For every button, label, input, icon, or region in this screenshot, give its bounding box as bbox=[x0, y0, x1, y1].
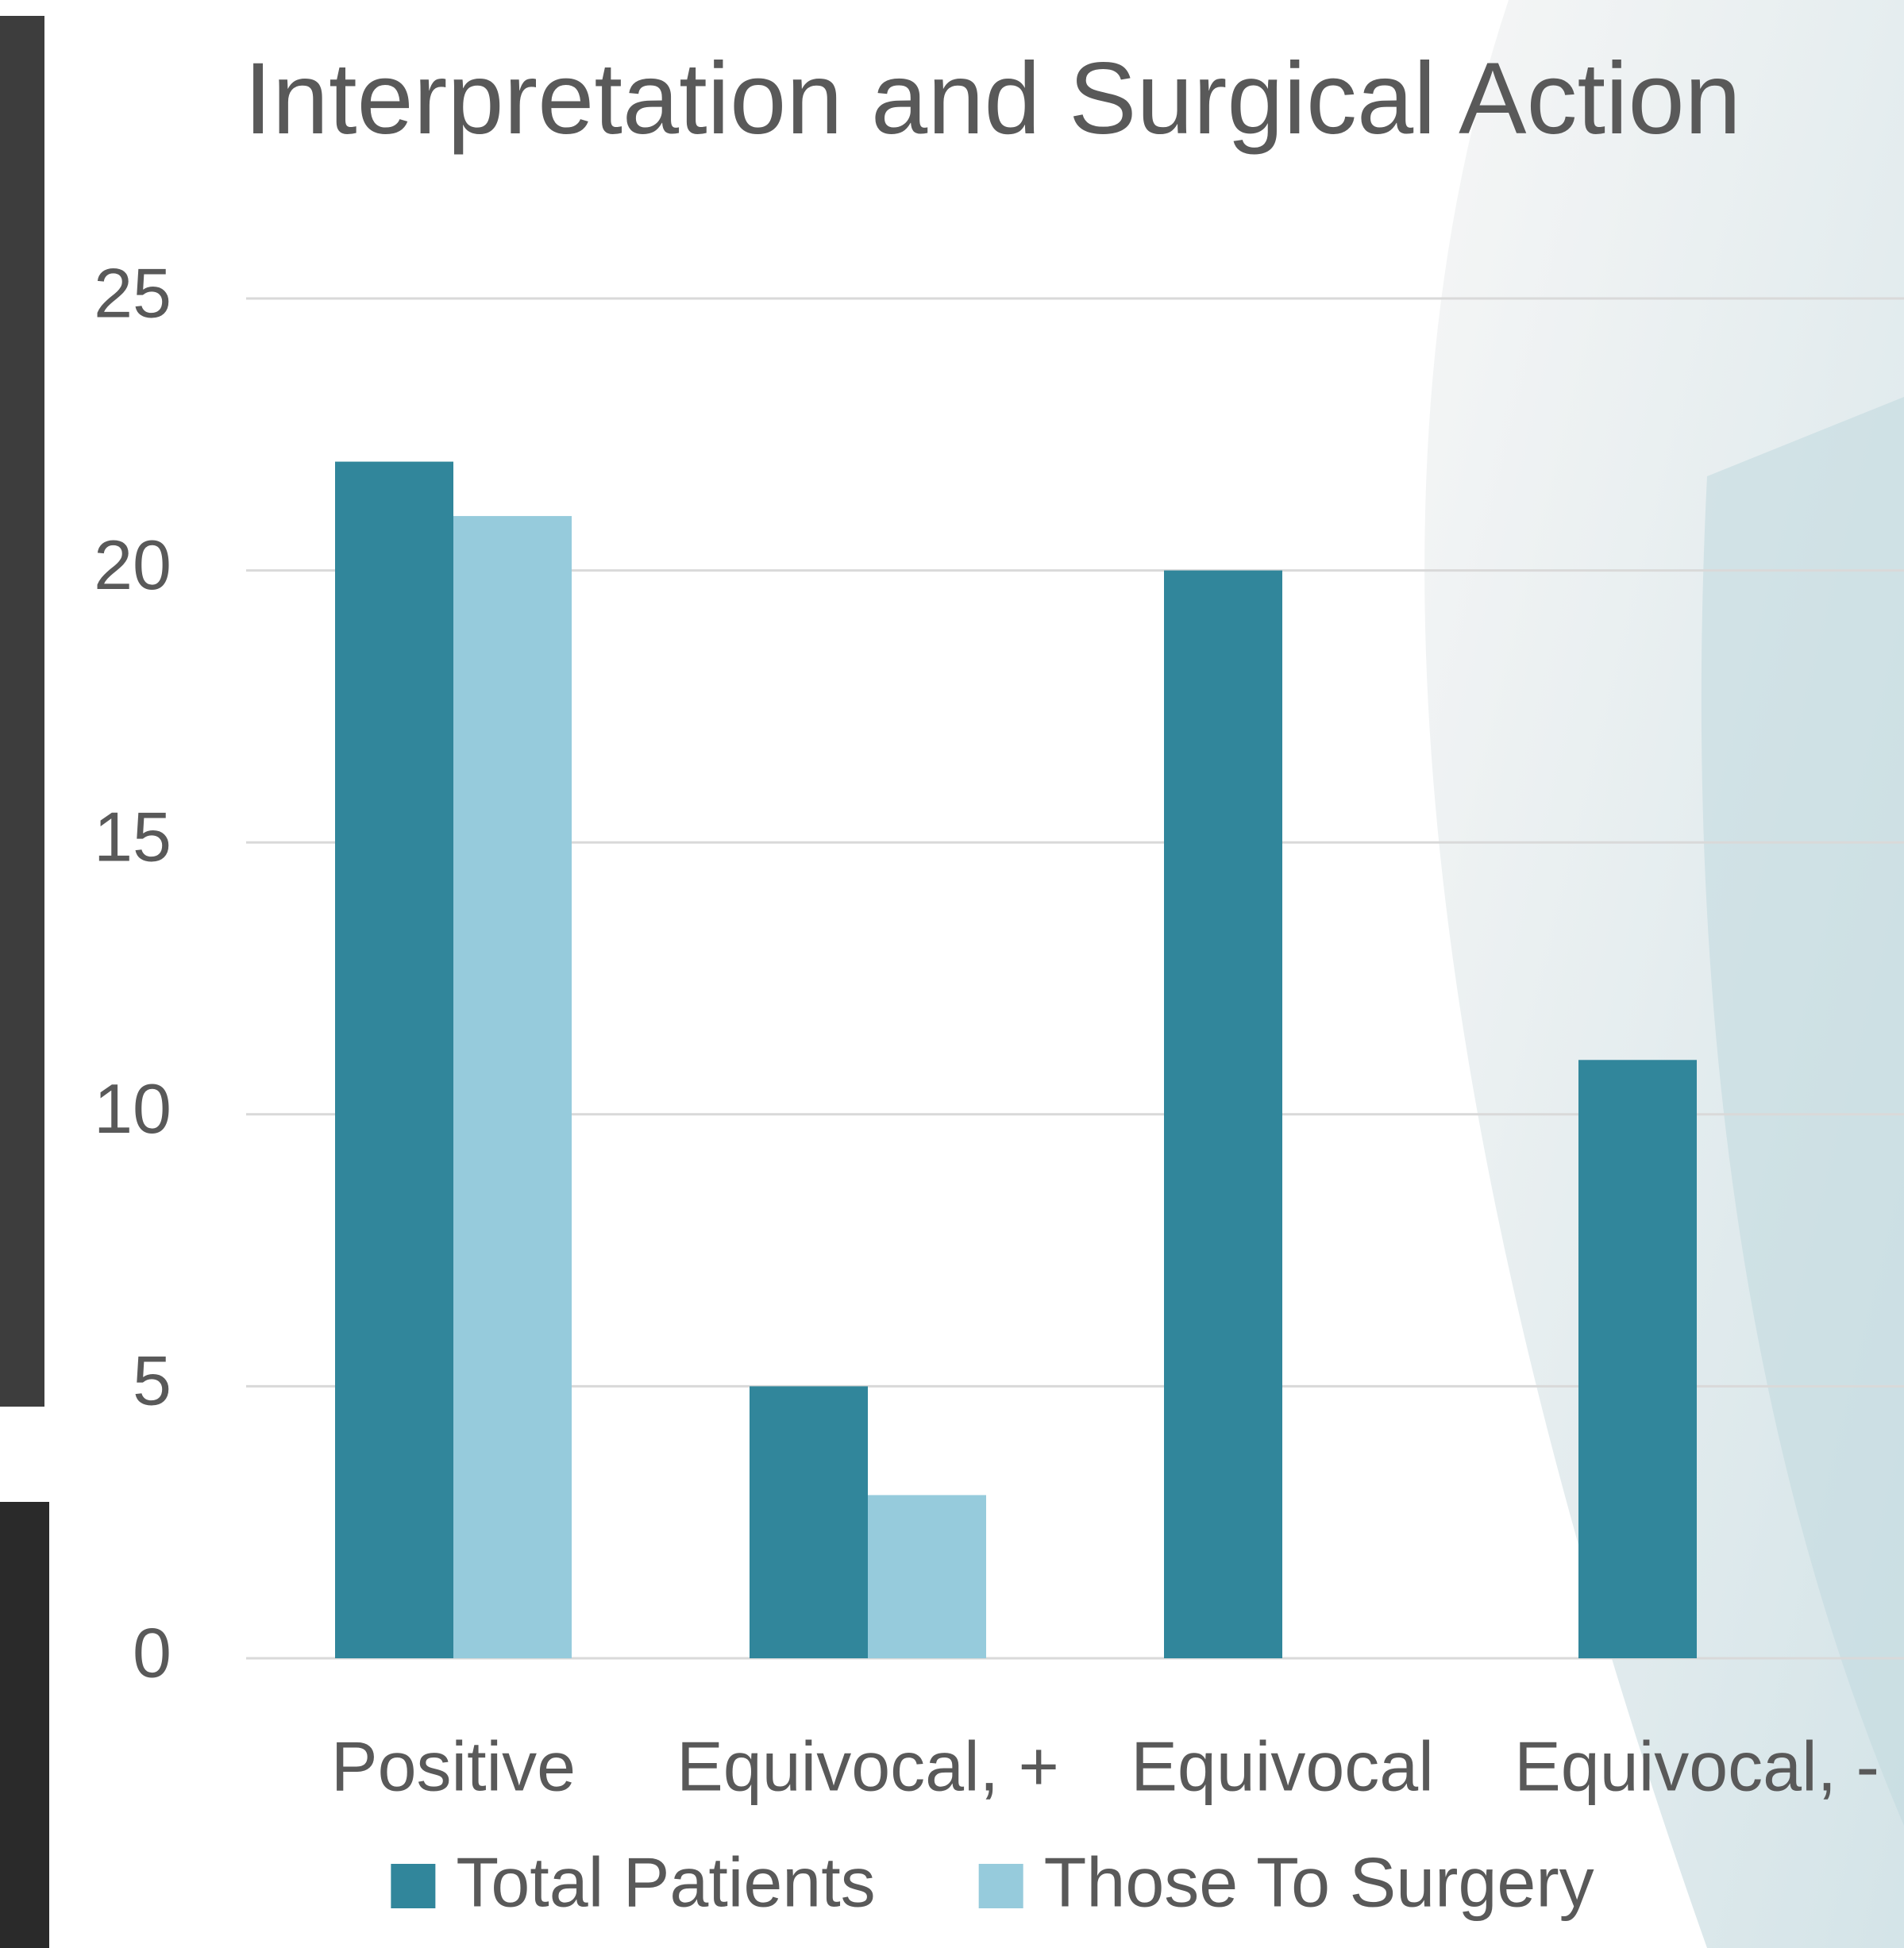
x-tick-label: Equivocal, + bbox=[676, 1727, 1059, 1805]
x-tick-label: Equivocal, - bbox=[1514, 1727, 1879, 1805]
page: Interpretation and Surgical Action 05101… bbox=[0, 0, 1904, 1948]
legend-swatch bbox=[979, 1864, 1023, 1908]
y-tick-label: 25 bbox=[94, 253, 172, 332]
legend-label: Those To Surgery bbox=[1044, 1842, 1594, 1921]
bar bbox=[750, 1386, 868, 1658]
y-tick-label: 20 bbox=[94, 525, 172, 604]
bar bbox=[1164, 571, 1282, 1658]
y-tick-label: 5 bbox=[133, 1342, 172, 1420]
x-tick-label: Equivocal bbox=[1131, 1727, 1434, 1805]
x-tick-label: Positive bbox=[331, 1727, 576, 1805]
chart: 0 5 10 15 20 25 Positive Equivocal, + Equivocal E… bbox=[0, 0, 1904, 1948]
bar bbox=[335, 462, 453, 1658]
legend-swatch bbox=[391, 1864, 435, 1908]
y-tick-label: 15 bbox=[94, 797, 172, 876]
y-tick-label: 10 bbox=[94, 1069, 172, 1148]
bar bbox=[868, 1495, 986, 1658]
bar bbox=[453, 516, 572, 1658]
legend-label: Total Patients bbox=[456, 1842, 875, 1921]
bar bbox=[1578, 1060, 1697, 1658]
y-tick-label: 0 bbox=[133, 1613, 172, 1692]
